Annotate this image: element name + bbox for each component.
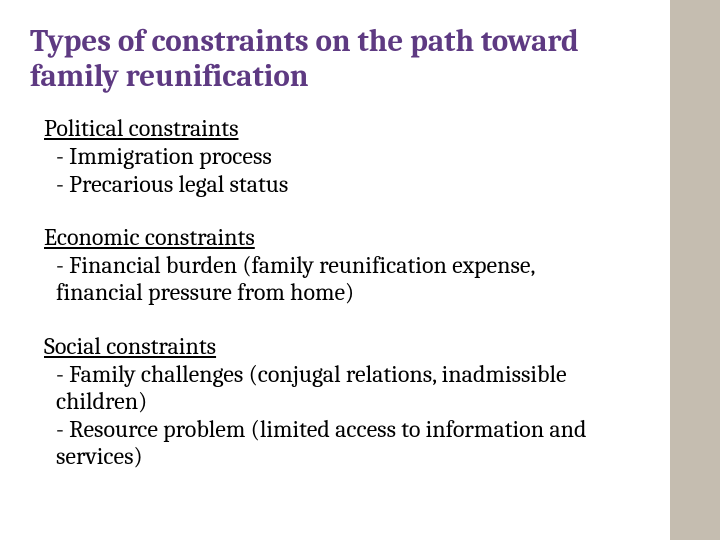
bullet-item: - Immigration process [56,143,610,171]
decorative-sidebar [670,0,720,540]
slide-content: Types of constraints on the path toward … [0,0,670,491]
bullet-item: - Financial burden (family reunification… [56,252,610,307]
bullet-item: - Family challenges (conjugal relations,… [56,361,610,416]
section-heading: Economic constraints [44,224,610,252]
bullet-item: - Precarious legal status [56,171,610,199]
slide-title: Types of constraints on the path toward … [30,24,610,93]
bullet-item: - Resource problem (limited access to in… [56,416,610,471]
section-heading: Political constraints [44,115,610,143]
section-heading: Social constraints [44,333,610,361]
